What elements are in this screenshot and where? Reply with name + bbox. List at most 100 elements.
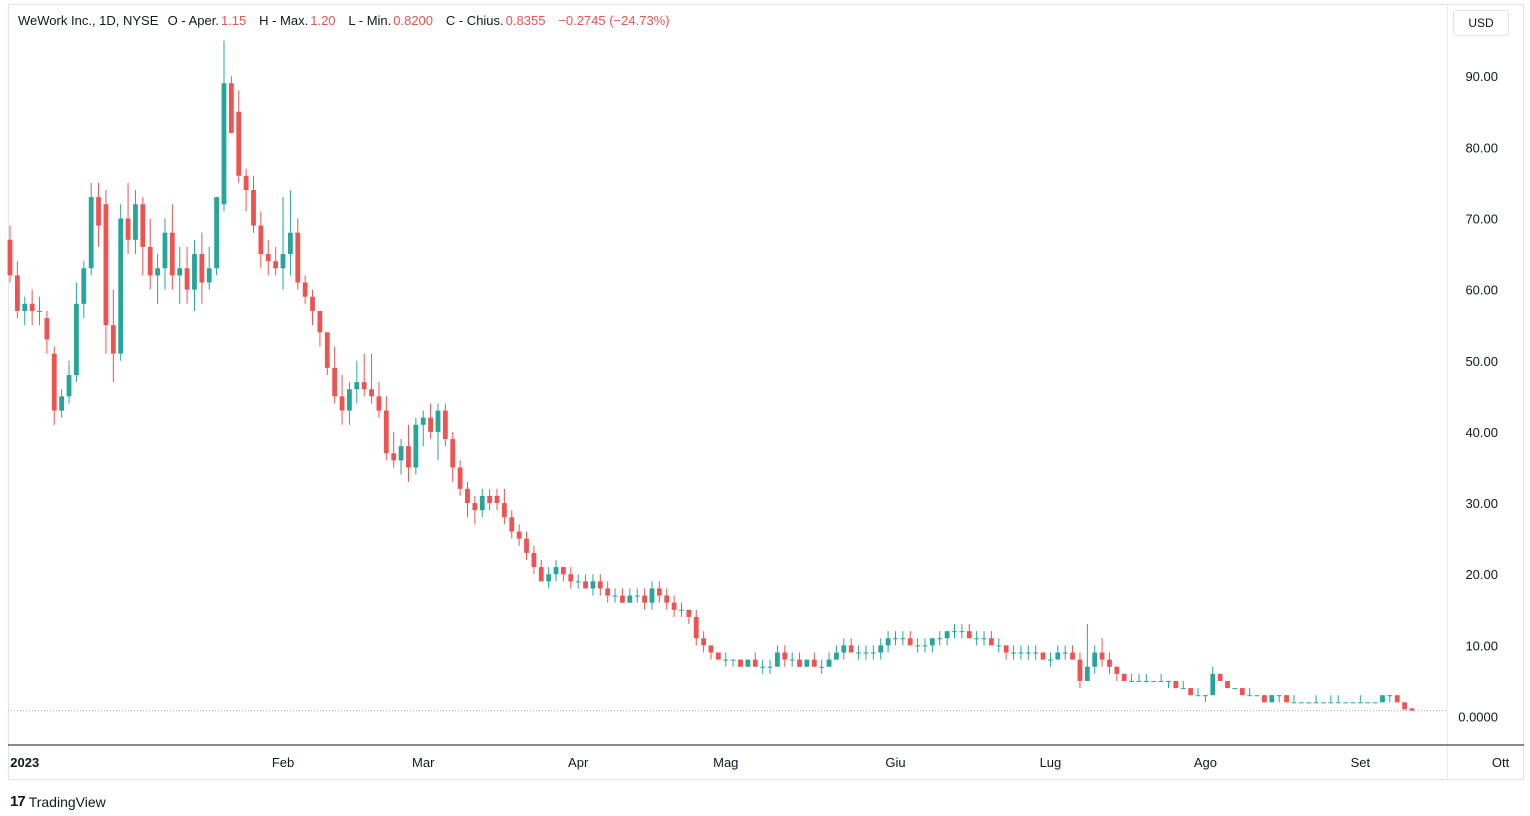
price-tick-label: 70.00 bbox=[1465, 211, 1498, 226]
candle-body bbox=[538, 567, 544, 582]
candle-body bbox=[664, 595, 670, 603]
candle bbox=[811, 652, 817, 667]
candle bbox=[1210, 666, 1216, 696]
candle bbox=[959, 624, 965, 639]
candle bbox=[524, 531, 529, 560]
candle-body bbox=[457, 467, 463, 489]
price-tick-label: 40.00 bbox=[1465, 425, 1498, 440]
candle-body bbox=[1409, 708, 1415, 711]
candle-body bbox=[915, 645, 921, 647]
candle bbox=[701, 631, 707, 653]
candle-body bbox=[81, 268, 87, 304]
candle-body bbox=[583, 581, 588, 589]
candle-body bbox=[29, 303, 35, 311]
open-label: O - Aper. bbox=[167, 13, 219, 28]
candle bbox=[74, 282, 79, 383]
candle-body bbox=[1040, 652, 1046, 660]
candle bbox=[339, 375, 345, 425]
candle bbox=[22, 296, 28, 326]
candle bbox=[989, 631, 994, 646]
tradingview-brand[interactable]: 17 TradingView bbox=[10, 793, 106, 810]
candle bbox=[96, 182, 101, 247]
candle-body bbox=[989, 638, 994, 646]
candle-body bbox=[487, 495, 493, 504]
candle bbox=[1173, 680, 1179, 689]
candle bbox=[103, 190, 109, 354]
candle bbox=[1143, 673, 1149, 682]
candle bbox=[929, 638, 935, 653]
candle-body bbox=[420, 417, 426, 425]
candle-body bbox=[472, 503, 478, 511]
candle-body bbox=[1328, 702, 1334, 704]
time-tick-label: Ott bbox=[1492, 755, 1510, 770]
candle-body bbox=[302, 282, 308, 297]
candle bbox=[1247, 688, 1253, 697]
candle bbox=[1202, 695, 1208, 703]
candle bbox=[848, 638, 854, 653]
candle-body bbox=[1143, 680, 1149, 682]
candle bbox=[169, 204, 175, 290]
candle bbox=[516, 524, 522, 546]
candle bbox=[1365, 702, 1371, 704]
candle bbox=[295, 218, 301, 290]
candle bbox=[738, 659, 743, 667]
candle bbox=[649, 581, 655, 610]
candle bbox=[1003, 645, 1009, 660]
candle bbox=[324, 332, 330, 375]
time-tick-label: Mag bbox=[713, 755, 738, 770]
candle-body bbox=[907, 638, 913, 646]
candle bbox=[1239, 688, 1245, 696]
time-tick-label: Feb bbox=[272, 755, 294, 770]
candle-body bbox=[1372, 702, 1378, 704]
candle-body bbox=[937, 638, 943, 640]
candle-body bbox=[398, 446, 404, 461]
symbol-name[interactable]: WeWork Inc., 1D, NYSE bbox=[18, 13, 159, 28]
candle bbox=[1018, 645, 1024, 660]
candle bbox=[797, 652, 802, 667]
brand-name: TradingView bbox=[28, 793, 106, 810]
candle-body bbox=[656, 588, 662, 596]
candle bbox=[162, 218, 168, 290]
candle-body bbox=[228, 83, 234, 134]
close-label: C - Chius. bbox=[445, 13, 504, 28]
candle bbox=[767, 659, 773, 674]
candle-body bbox=[693, 616, 699, 639]
candle bbox=[944, 631, 950, 646]
high-label: H - Max. bbox=[259, 13, 309, 28]
candle-body bbox=[826, 659, 832, 667]
candle-body bbox=[1402, 702, 1408, 710]
candle-body bbox=[199, 254, 205, 283]
candle-body bbox=[1247, 695, 1253, 697]
candle-body bbox=[243, 175, 249, 190]
candle-body bbox=[649, 588, 655, 603]
candle-body bbox=[701, 638, 707, 646]
candle bbox=[1048, 652, 1053, 667]
candle-body bbox=[22, 303, 28, 311]
candle bbox=[708, 645, 714, 660]
candle bbox=[693, 609, 699, 646]
candle-body bbox=[1011, 652, 1016, 654]
candle bbox=[878, 638, 884, 660]
candle bbox=[118, 204, 124, 361]
candle bbox=[435, 403, 441, 461]
candle-body bbox=[509, 517, 515, 532]
candle bbox=[472, 495, 478, 525]
candle bbox=[723, 652, 729, 667]
low-value: 0.8200 bbox=[393, 13, 434, 28]
candle-body bbox=[1084, 666, 1090, 681]
candle-body bbox=[324, 332, 330, 368]
candle bbox=[59, 389, 65, 418]
candle-body bbox=[1180, 688, 1186, 690]
candle-body bbox=[273, 261, 279, 269]
price-tick-label: 0.0000 bbox=[1458, 710, 1498, 725]
candle-body bbox=[258, 225, 264, 255]
candle bbox=[1033, 645, 1039, 660]
price-tick-label: 20.00 bbox=[1465, 567, 1498, 582]
currency-button[interactable]: USD bbox=[1453, 10, 1509, 36]
candle-body bbox=[723, 659, 729, 661]
candle bbox=[1166, 680, 1171, 689]
axis-lines bbox=[8, 5, 1524, 780]
candle bbox=[1262, 695, 1267, 703]
candle-body bbox=[184, 268, 190, 290]
